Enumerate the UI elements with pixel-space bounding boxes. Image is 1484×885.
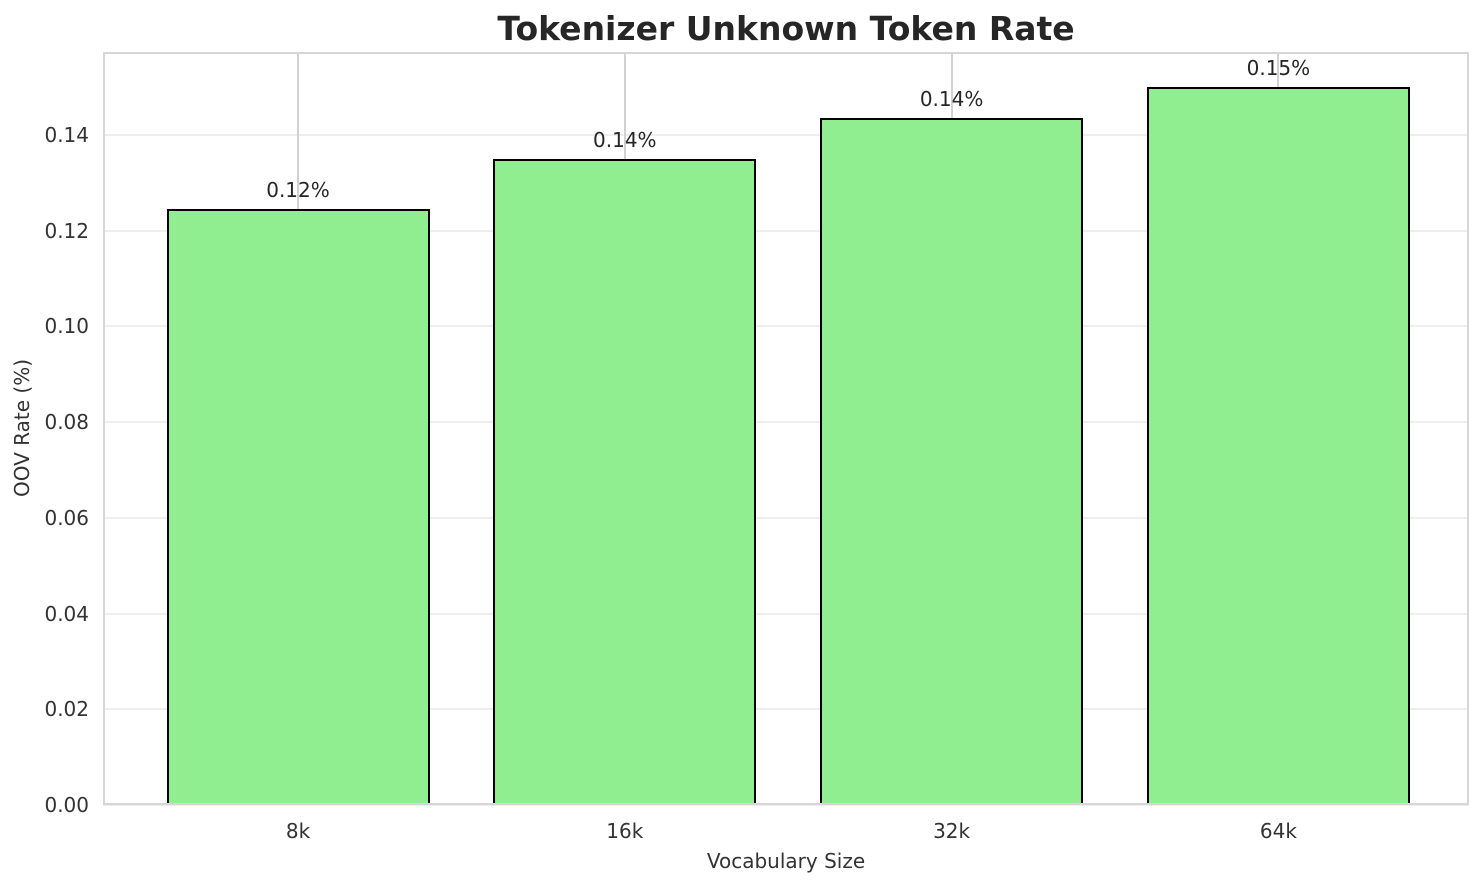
h-gridline	[103, 612, 1469, 615]
y-tick-label: 0.08	[44, 410, 89, 435]
plot-area: 0.12% 0.14% 0.14% 0.15%	[103, 52, 1469, 806]
y-tick-label: 0.10	[44, 314, 89, 339]
bar-64k	[1146, 86, 1410, 805]
h-gridline	[103, 325, 1469, 328]
h-gridline	[103, 804, 1469, 806]
bar-value-label: 0.14%	[919, 87, 984, 112]
h-gridline	[103, 133, 1469, 136]
y-tick-label: 0.00	[44, 793, 89, 817]
bar-value-label: 0.15%	[1246, 55, 1311, 80]
y-tick-label: 0.02	[44, 697, 89, 722]
x-tick-label: 8k	[285, 819, 311, 843]
y-tick-label: 0.06	[44, 505, 89, 530]
h-gridline	[103, 421, 1469, 424]
h-gridline	[103, 708, 1469, 711]
x-tick-label: 16k	[606, 819, 644, 843]
bar-value-label: 0.14%	[593, 127, 657, 152]
h-gridline	[103, 516, 1469, 519]
x-tick-label: 64k	[1259, 819, 1297, 843]
y-tick-label: 0.14	[44, 122, 89, 147]
x-axis-label: Vocabulary Size	[706, 849, 866, 873]
bar-32k	[820, 118, 1084, 805]
bar-8k	[166, 209, 430, 805]
y-tick-label: 0.04	[44, 601, 89, 626]
chart-title: Tokenizer Unknown Token Rate	[497, 9, 1075, 48]
h-gridline	[103, 229, 1469, 232]
bar-value-label: 0.12%	[266, 178, 330, 202]
x-tick-label: 32k	[933, 819, 971, 843]
y-tick-label: 0.12	[44, 218, 89, 243]
bar-16k	[493, 158, 757, 805]
